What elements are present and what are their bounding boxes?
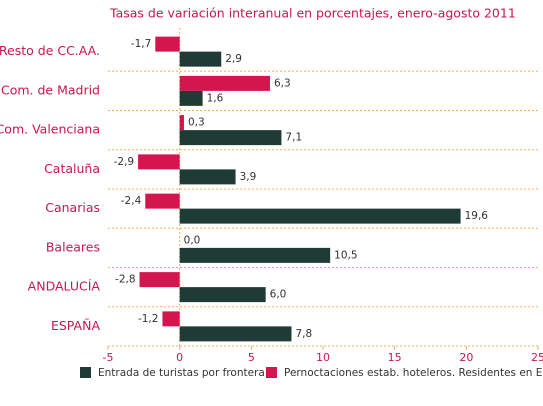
bar (179, 90, 203, 106)
value-label: 0,0 (184, 234, 201, 246)
x-tick-label: -5 (103, 351, 114, 364)
value-label: 0,3 (188, 117, 205, 129)
y-tick-label: ESPAÑA (51, 318, 100, 333)
bar (139, 272, 180, 288)
y-tick-label: Cataluña (44, 161, 100, 176)
value-label: 3,9 (240, 171, 257, 183)
x-tick-label: 0 (176, 351, 183, 364)
legend-label: Pernoctaciones estab. hoteleros. Residen… (284, 367, 543, 379)
y-tick-label: Resto de CC.AA. (0, 43, 100, 58)
bar (179, 287, 266, 303)
value-label: 19,6 (465, 210, 489, 222)
bar (179, 247, 331, 263)
value-label: 6,0 (270, 289, 287, 301)
value-label: -2,8 (115, 274, 136, 286)
bar (179, 169, 236, 185)
x-tick-label: 5 (248, 351, 255, 364)
value-label: 1,6 (207, 92, 224, 104)
bar (179, 208, 461, 224)
legend-swatch (266, 367, 277, 378)
y-tick-label: Com. Valenciana (0, 122, 100, 137)
y-tick-label: Com. de Madrid (1, 82, 100, 97)
bar (145, 193, 180, 209)
value-label: 10,5 (334, 249, 357, 261)
value-label: -1,2 (138, 313, 159, 325)
bar (179, 130, 282, 146)
y-tick-label: ANDALUCÍA (28, 279, 101, 294)
bar (155, 36, 180, 52)
value-label: -2,9 (114, 156, 135, 168)
legend-label: Entrada de turistas por frontera (98, 367, 265, 379)
value-label: 7,8 (295, 328, 312, 340)
bar (179, 51, 222, 67)
x-tick-label: 10 (316, 351, 330, 364)
y-tick-label: Canarias (45, 200, 100, 215)
y-tick-label: Baleares (46, 239, 100, 254)
bar (179, 115, 184, 131)
value-label: -1,7 (131, 38, 152, 50)
legend-swatch (80, 367, 91, 378)
bar (162, 311, 180, 327)
x-tick-label: 25 (531, 351, 543, 364)
x-tick-label: 15 (388, 351, 402, 364)
bar (179, 75, 270, 91)
chart-title: Tasas de variación interanual en porcent… (109, 6, 516, 21)
x-tick-label: 20 (459, 351, 473, 364)
bar (179, 326, 292, 342)
value-label: -2,4 (121, 195, 142, 207)
value-label: 2,9 (225, 53, 242, 65)
value-label: 6,3 (274, 77, 291, 89)
value-label: 7,1 (285, 132, 302, 144)
bar (138, 154, 180, 170)
